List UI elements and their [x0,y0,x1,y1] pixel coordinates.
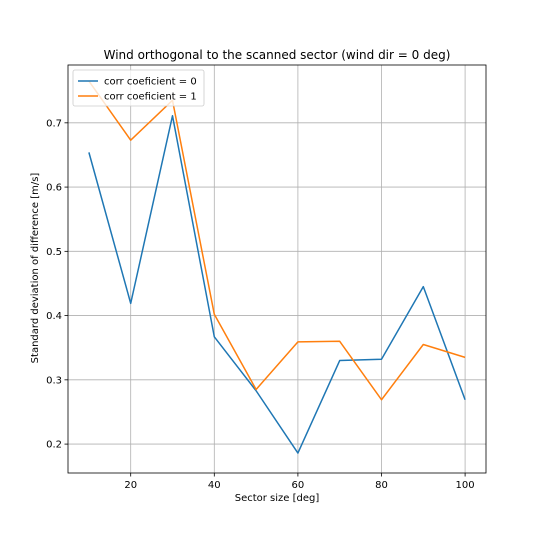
y-tick-label: 0.2 [46,440,62,451]
x-tick-label: 100 [456,480,475,491]
series-line-1 [88,115,466,454]
axis-ticks: 20 40 60 80 100 0.2 0.3 0.4 0.5 0.6 0.7 [46,118,475,491]
y-tick-label: 0.5 [46,247,62,258]
grid [68,65,486,473]
series-line-2 [88,80,466,401]
legend-box [72,69,205,107]
y-tick-label: 0.3 [46,375,62,386]
x-tick-label: 80 [375,480,388,491]
plot-frame [67,64,487,474]
x-tick-label: 20 [124,480,137,491]
y-tick-label: 0.6 [46,183,62,194]
x-tick-label: 60 [292,480,305,491]
legend: corr coeficient = 0 corr coeficient = 1 [72,69,205,107]
x-tick-label: 40 [208,480,221,491]
chart-title: Wind orthogonal to the scanned sector (w… [104,48,451,62]
y-tick-label: 0.7 [46,118,62,129]
legend-label-2: corr coeficient = 1 [104,92,197,103]
y-tick-label: 0.4 [46,311,62,322]
y-axis-label: Standard deviation of difference [m/s] [30,173,41,364]
series-lines [88,80,466,454]
legend-label-1: corr coeficient = 0 [104,77,197,88]
x-axis-label: Sector size [deg] [235,493,320,504]
